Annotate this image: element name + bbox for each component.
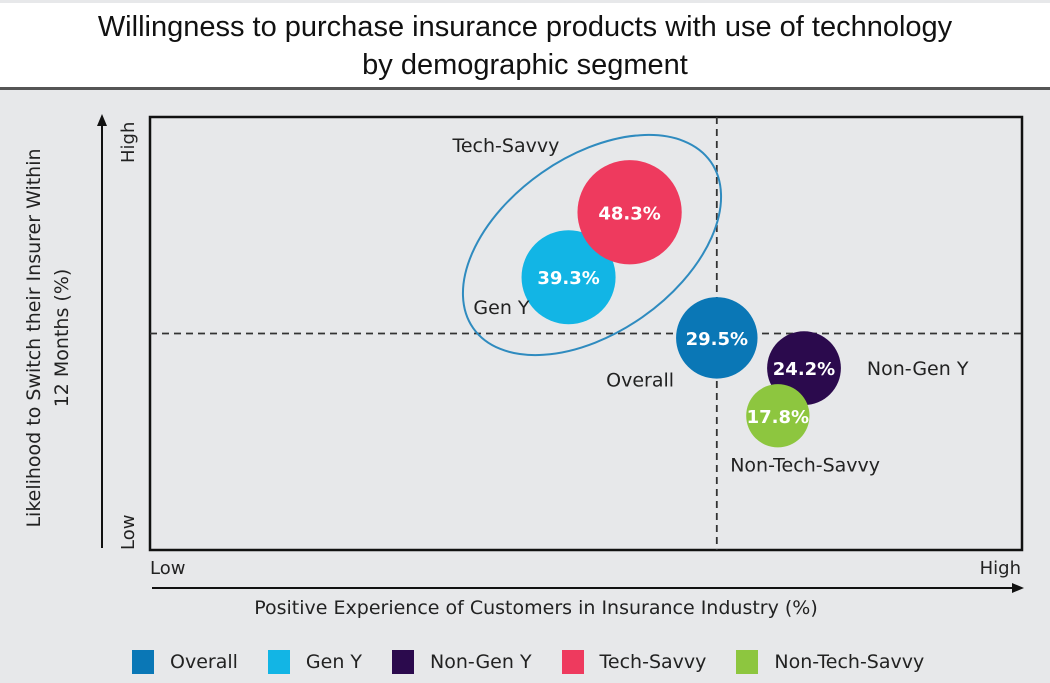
legend-swatch-tech-savvy <box>561 650 584 674</box>
tech-savvy-gen-y-grouping-ellipse <box>461 133 723 357</box>
legend-item-tech-savvy: Tech-Savvy <box>561 650 707 674</box>
legend-label-non-tech-savvy: Non-Tech-Savvy <box>774 651 925 673</box>
x-axis-arrowhead <box>1012 583 1024 593</box>
bubble-overall <box>676 297 758 379</box>
segment-label-overall: Overall <box>606 370 674 392</box>
segment-label-non-gen-y: Non-Gen Y <box>867 358 969 380</box>
bubble-tech-savvy <box>577 160 682 265</box>
x-axis-title: Positive Experience of Customers in Insu… <box>254 597 818 619</box>
legend-item-non-tech-savvy: Non-Tech-Savvy <box>736 650 924 674</box>
legend: Overall Gen Y Non-Gen Y Tech-Savvy Non-Tech-… <box>132 650 954 674</box>
y-axis-title-line-1: Likelihood to Switch their Insurer Withi… <box>23 148 45 527</box>
legend-swatch-overall <box>132 650 154 674</box>
chart-title-line-2: by demographic segment <box>362 49 688 81</box>
legend-swatch-non-gen-y <box>392 650 415 674</box>
segment-label-tech-savvy: Tech-Savvy <box>451 135 559 157</box>
legend-label-gen-y: Gen Y <box>305 651 363 673</box>
legend-swatch-non-tech-savvy <box>736 650 759 674</box>
legend-item-gen-y: Gen Y <box>267 650 363 674</box>
bubble-gen-y <box>521 230 616 325</box>
legend-item-non-gen-y: Non-Gen Y <box>392 650 532 674</box>
bubble-value-non-gen-y: 24.2% <box>773 359 835 380</box>
y-axis-arrowhead <box>97 114 107 126</box>
legend-label-tech-savvy: Tech-Savvy <box>599 651 707 673</box>
segment-label-non-tech-savvy: Non-Tech-Savvy <box>730 454 880 476</box>
bubble-value-tech-savvy: 48.3% <box>598 203 660 224</box>
y-axis-title-line-2: 12 Months (%) <box>51 269 73 408</box>
legend-label-overall: Overall <box>170 651 238 673</box>
bubble-value-overall: 29.5% <box>686 329 748 350</box>
segment-label-gen-y: Gen Y <box>473 297 529 319</box>
title-band <box>0 3 1050 90</box>
chart-title-line-1: Willingness to purchase insurance produc… <box>97 11 953 43</box>
bubble-value-non-tech-savvy: 17.8% <box>747 407 809 428</box>
y-tick-low: Low <box>118 515 139 550</box>
x-tick-low: Low <box>150 558 185 579</box>
x-tick-high: High <box>980 558 1021 579</box>
legend-label-non-gen-y: Non-Gen Y <box>430 651 532 673</box>
bubble-non-tech-savvy <box>746 384 810 448</box>
legend-swatch-gen-y <box>267 650 290 674</box>
bubble-value-gen-y: 39.3% <box>537 268 599 289</box>
y-tick-high: High <box>118 122 139 163</box>
legend-item-overall: Overall <box>132 650 238 674</box>
